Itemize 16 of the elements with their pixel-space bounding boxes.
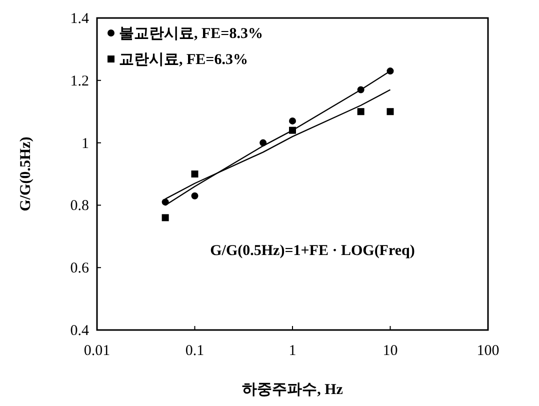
x-tick-label: 100 (476, 343, 500, 359)
x-tick-label: 0.01 (84, 343, 110, 359)
y-tick-label: 0.4 (70, 323, 90, 339)
y-tick-label: 0.6 (70, 260, 90, 277)
x-axis-title: 하중주파수, Hz (242, 382, 344, 398)
x-tick-label: 0.1 (185, 343, 204, 359)
y-axis-title: G/G(0.5Hz) (18, 136, 34, 212)
x-tick-label: 10 (382, 343, 398, 359)
y-tick-label: 1.4 (70, 11, 90, 27)
legend-label: 불교란시료, FE=8.3% (119, 26, 263, 42)
y-tick-label: 1 (82, 136, 89, 152)
y-tick-label: 1.2 (70, 73, 89, 90)
y-tick-label: 0.8 (70, 198, 89, 214)
annotation: G/G(0.5Hz)=1+FE · LOG(Freq) (210, 243, 415, 259)
x-tick-label: 1 (288, 343, 296, 359)
legend-label: 교란시료, FE=6.3% (119, 52, 248, 68)
